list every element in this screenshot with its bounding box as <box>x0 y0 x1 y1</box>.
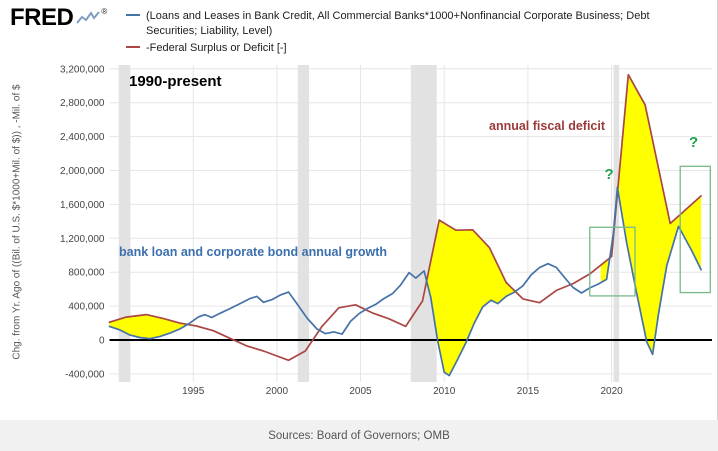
question-mark-annotation: ? <box>689 134 698 151</box>
x-tick-label: 2010 <box>433 386 456 397</box>
y-tick-label: 400,000 <box>68 302 105 313</box>
recession-band <box>613 65 620 382</box>
legend-swatch-red <box>126 46 140 49</box>
recession-band <box>410 65 437 382</box>
y-tick-label: 1,200,000 <box>60 234 105 245</box>
fred-logo-text: FRED <box>10 4 74 31</box>
recession-band <box>118 65 131 382</box>
y-tick-label: 2,400,000 <box>60 132 105 143</box>
source-note: Sources: Board of Governors; OMB <box>0 420 718 451</box>
x-tick-label: 2020 <box>600 386 623 397</box>
x-tick-label: 1995 <box>182 386 205 397</box>
x-tick-label: 2015 <box>517 386 540 397</box>
legend-label-loans: (Loans and Leases in Bank Credit, All Co… <box>146 10 650 37</box>
credit-series-line <box>108 186 702 377</box>
y-axis-title: Chg. from Yr. Ago of ((Bil. of U.S. $*10… <box>11 84 23 360</box>
legend-item-deficit: -Federal Surplus or Deficit [-] <box>126 41 701 56</box>
legend-label-deficit: -Federal Surplus or Deficit [-] <box>146 42 287 55</box>
registered-trademark-mark: ® <box>101 7 108 16</box>
y-tick-label: 2,800,000 <box>60 98 105 109</box>
y-tick-label: -400,000 <box>65 369 105 380</box>
question-mark-annotation: ? <box>605 166 614 183</box>
deficit-gap-fill <box>427 220 516 376</box>
deficit-series-line <box>108 73 702 362</box>
highlight-question-box <box>679 165 711 294</box>
y-tick-label: 3,200,000 <box>60 64 105 75</box>
annotation-credit-growth: bank loan and corporate bond annual grow… <box>119 245 388 259</box>
highlight-question-box <box>589 226 636 297</box>
fred-logo[interactable]: FRED ® <box>10 6 107 30</box>
y-tick-label: 2,000,000 <box>60 166 105 177</box>
y-tick-label: 800,000 <box>68 268 105 279</box>
deficit-gap-fill <box>617 75 702 354</box>
legend-swatch-blue <box>126 14 140 16</box>
y-tick-label: 1,600,000 <box>60 200 105 211</box>
fred-logo-sparkline-icon <box>76 11 101 24</box>
y-tick-label: 0 <box>99 336 105 347</box>
legend-item-loans: (Loans and Leases in Bank Credit, All Co… <box>126 9 701 38</box>
legend: (Loans and Leases in Bank Credit, All Co… <box>126 9 701 59</box>
annotation-fiscal-deficit: annual fiscal deficit <box>489 119 606 133</box>
recession-band <box>297 65 309 382</box>
x-tick-label: 2000 <box>266 386 289 397</box>
deficit-gap-fill <box>109 314 188 339</box>
annotation-period-title: 1990-present <box>129 73 222 90</box>
x-tick-label: 2005 <box>349 386 372 397</box>
